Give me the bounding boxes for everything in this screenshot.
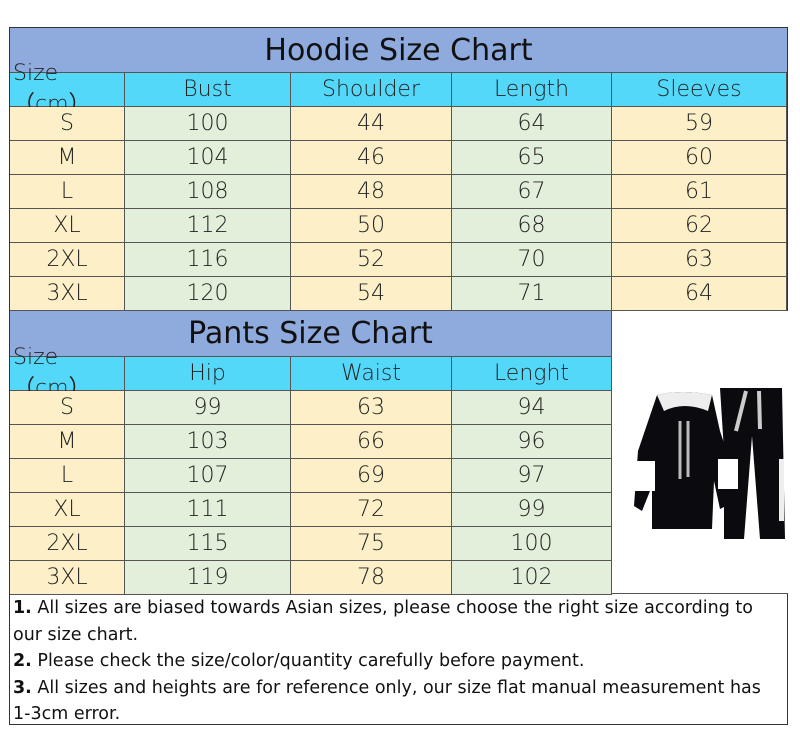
measurement-cell: 97 xyxy=(452,459,612,493)
hoodie-chart-title: Hoodie Size Chart xyxy=(10,28,787,73)
measurement-cell: 62 xyxy=(612,209,787,243)
measurement-cell: 102 xyxy=(452,561,612,595)
measurement-cell: 75 xyxy=(291,527,452,561)
size-label-cell: 3XL xyxy=(10,277,125,311)
size-label-cell: M xyxy=(10,425,125,459)
measurement-cell: 46 xyxy=(291,141,452,175)
note-text: All sizes are biased towards Asian sizes… xyxy=(13,598,753,645)
size-label-cell: M xyxy=(10,141,125,175)
column-header: Length xyxy=(452,73,612,107)
measurement-cell: 104 xyxy=(125,141,291,175)
size-label-cell: 3XL xyxy=(10,561,125,595)
measurement-cell: 112 xyxy=(125,209,291,243)
size-label-cell: S xyxy=(10,107,125,141)
column-header: Size（cm） xyxy=(10,61,125,117)
hoodie-shape xyxy=(634,392,738,529)
measurement-cell: 103 xyxy=(125,425,291,459)
note-item: 3. All sizes and heights are for referen… xyxy=(13,675,783,728)
column-header: Hip xyxy=(125,357,291,391)
measurement-cell: 107 xyxy=(125,459,291,493)
column-header: Waist xyxy=(291,357,452,391)
measurement-cell: 68 xyxy=(452,209,612,243)
pants-shape xyxy=(720,388,785,539)
measurement-cell: 48 xyxy=(291,175,452,209)
measurement-cell: 52 xyxy=(291,243,452,277)
measurement-cell: 60 xyxy=(612,141,787,175)
measurement-cell: 99 xyxy=(125,391,291,425)
measurement-cell: 119 xyxy=(125,561,291,595)
column-header: Lenght xyxy=(452,357,612,391)
measurement-cell: 50 xyxy=(291,209,452,243)
measurement-cell: 64 xyxy=(612,277,787,311)
notes-section: 1. All sizes are biased towards Asian si… xyxy=(13,595,783,728)
measurement-cell: 63 xyxy=(291,391,452,425)
size-label-cell: L xyxy=(10,459,125,493)
measurement-cell: 116 xyxy=(125,243,291,277)
measurement-cell: 69 xyxy=(291,459,452,493)
measurement-cell: 111 xyxy=(125,493,291,527)
measurement-cell: 64 xyxy=(452,107,612,141)
note-number: 1. xyxy=(13,598,32,618)
measurement-cell: 61 xyxy=(612,175,787,209)
note-item: 1. All sizes are biased towards Asian si… xyxy=(13,595,783,648)
measurement-cell: 78 xyxy=(291,561,452,595)
size-label-cell: S xyxy=(10,391,125,425)
note-number: 2. xyxy=(13,651,32,671)
measurement-cell: 96 xyxy=(452,425,612,459)
measurement-cell: 100 xyxy=(452,527,612,561)
size-chart: Hoodie Size Chart Size（cm） Bust Shoulder Le… xyxy=(9,27,788,725)
note-item: 2. Please check the size/color/quantity … xyxy=(13,648,783,675)
measurement-cell: 44 xyxy=(291,107,452,141)
measurement-cell: 120 xyxy=(125,277,291,311)
size-label-cell: XL xyxy=(10,209,125,243)
measurement-cell: 94 xyxy=(452,391,612,425)
measurement-cell: 59 xyxy=(612,107,787,141)
measurement-cell: 65 xyxy=(452,141,612,175)
measurement-cell: 54 xyxy=(291,277,452,311)
measurement-cell: 71 xyxy=(452,277,612,311)
column-header: Sleeves xyxy=(612,73,787,107)
measurement-cell: 100 xyxy=(125,107,291,141)
measurement-cell: 67 xyxy=(452,175,612,209)
measurement-cell: 63 xyxy=(612,243,787,277)
measurement-cell: 70 xyxy=(452,243,612,277)
measurement-cell: 72 xyxy=(291,493,452,527)
note-text: Please check the size/color/quantity car… xyxy=(31,651,585,671)
column-header: Size（cm） xyxy=(10,345,125,401)
size-label-cell: 2XL xyxy=(10,527,125,561)
size-label-cell: L xyxy=(10,175,125,209)
note-number: 3. xyxy=(13,677,32,698)
measurement-cell: 66 xyxy=(291,425,452,459)
tracksuit-product-image xyxy=(612,311,788,594)
column-header: Bust xyxy=(125,73,291,107)
measurement-cell: 99 xyxy=(452,493,612,527)
note-text: All sizes and heights are for reference … xyxy=(13,677,761,725)
size-label-cell: XL xyxy=(10,493,125,527)
column-header: Shoulder xyxy=(291,73,452,107)
size-label-cell: 2XL xyxy=(10,243,125,277)
measurement-cell: 115 xyxy=(125,527,291,561)
measurement-cell: 108 xyxy=(125,175,291,209)
pants-chart-title: Pants Size Chart xyxy=(10,311,612,357)
